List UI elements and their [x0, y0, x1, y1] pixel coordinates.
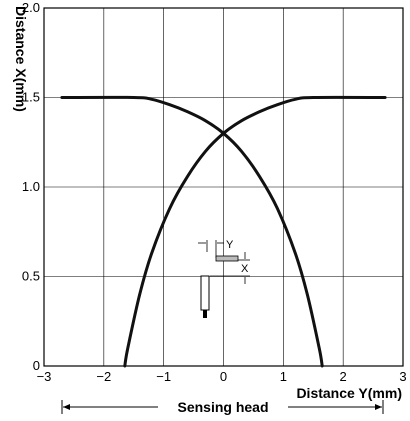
y-tick-label: 0	[33, 358, 40, 373]
inset-y-label: Y	[226, 239, 234, 251]
y-tick-label: 0.5	[22, 269, 40, 284]
sensing-head-label: Sensing head	[177, 399, 268, 415]
sensing-head-left-arrowhead	[63, 404, 70, 410]
x-tick-labels: −3 −2 −1 0 1 2 3	[37, 369, 407, 384]
inset-target-plate	[215, 255, 239, 262]
x-tick-label: 0	[220, 369, 227, 384]
x-tick-label: −3	[37, 369, 52, 384]
series-line-1	[60, 95, 324, 368]
x-axis-title: Distance Y(mm)	[296, 385, 402, 401]
inset-sensing-head	[200, 275, 210, 311]
sensing-head-span: Sensing head	[61, 399, 384, 415]
y-tick-labels: 0 0.5 1.0 1.5 2.0	[22, 0, 40, 373]
inset-x-label: X	[241, 263, 249, 275]
y-tick-label: 1.0	[22, 179, 40, 194]
y-axis-title: Distance X(mm)	[13, 6, 29, 112]
x-tick-label: −1	[156, 369, 171, 384]
sensor-inset-diagram: Y X	[198, 239, 250, 318]
y-tick-label: 2.0	[22, 0, 40, 15]
x-tick-label: 3	[399, 369, 406, 384]
sensing-head-right-arrowhead	[375, 404, 382, 410]
y-tick-label: 1.5	[22, 90, 40, 105]
inset-sensing-cable	[203, 310, 207, 318]
series-line-2	[123, 95, 387, 368]
x-tick-label: 2	[340, 369, 347, 384]
x-tick-label: 1	[280, 369, 287, 384]
grid-lines	[44, 8, 403, 366]
series-group	[60, 95, 387, 368]
x-tick-label: −2	[96, 369, 111, 384]
